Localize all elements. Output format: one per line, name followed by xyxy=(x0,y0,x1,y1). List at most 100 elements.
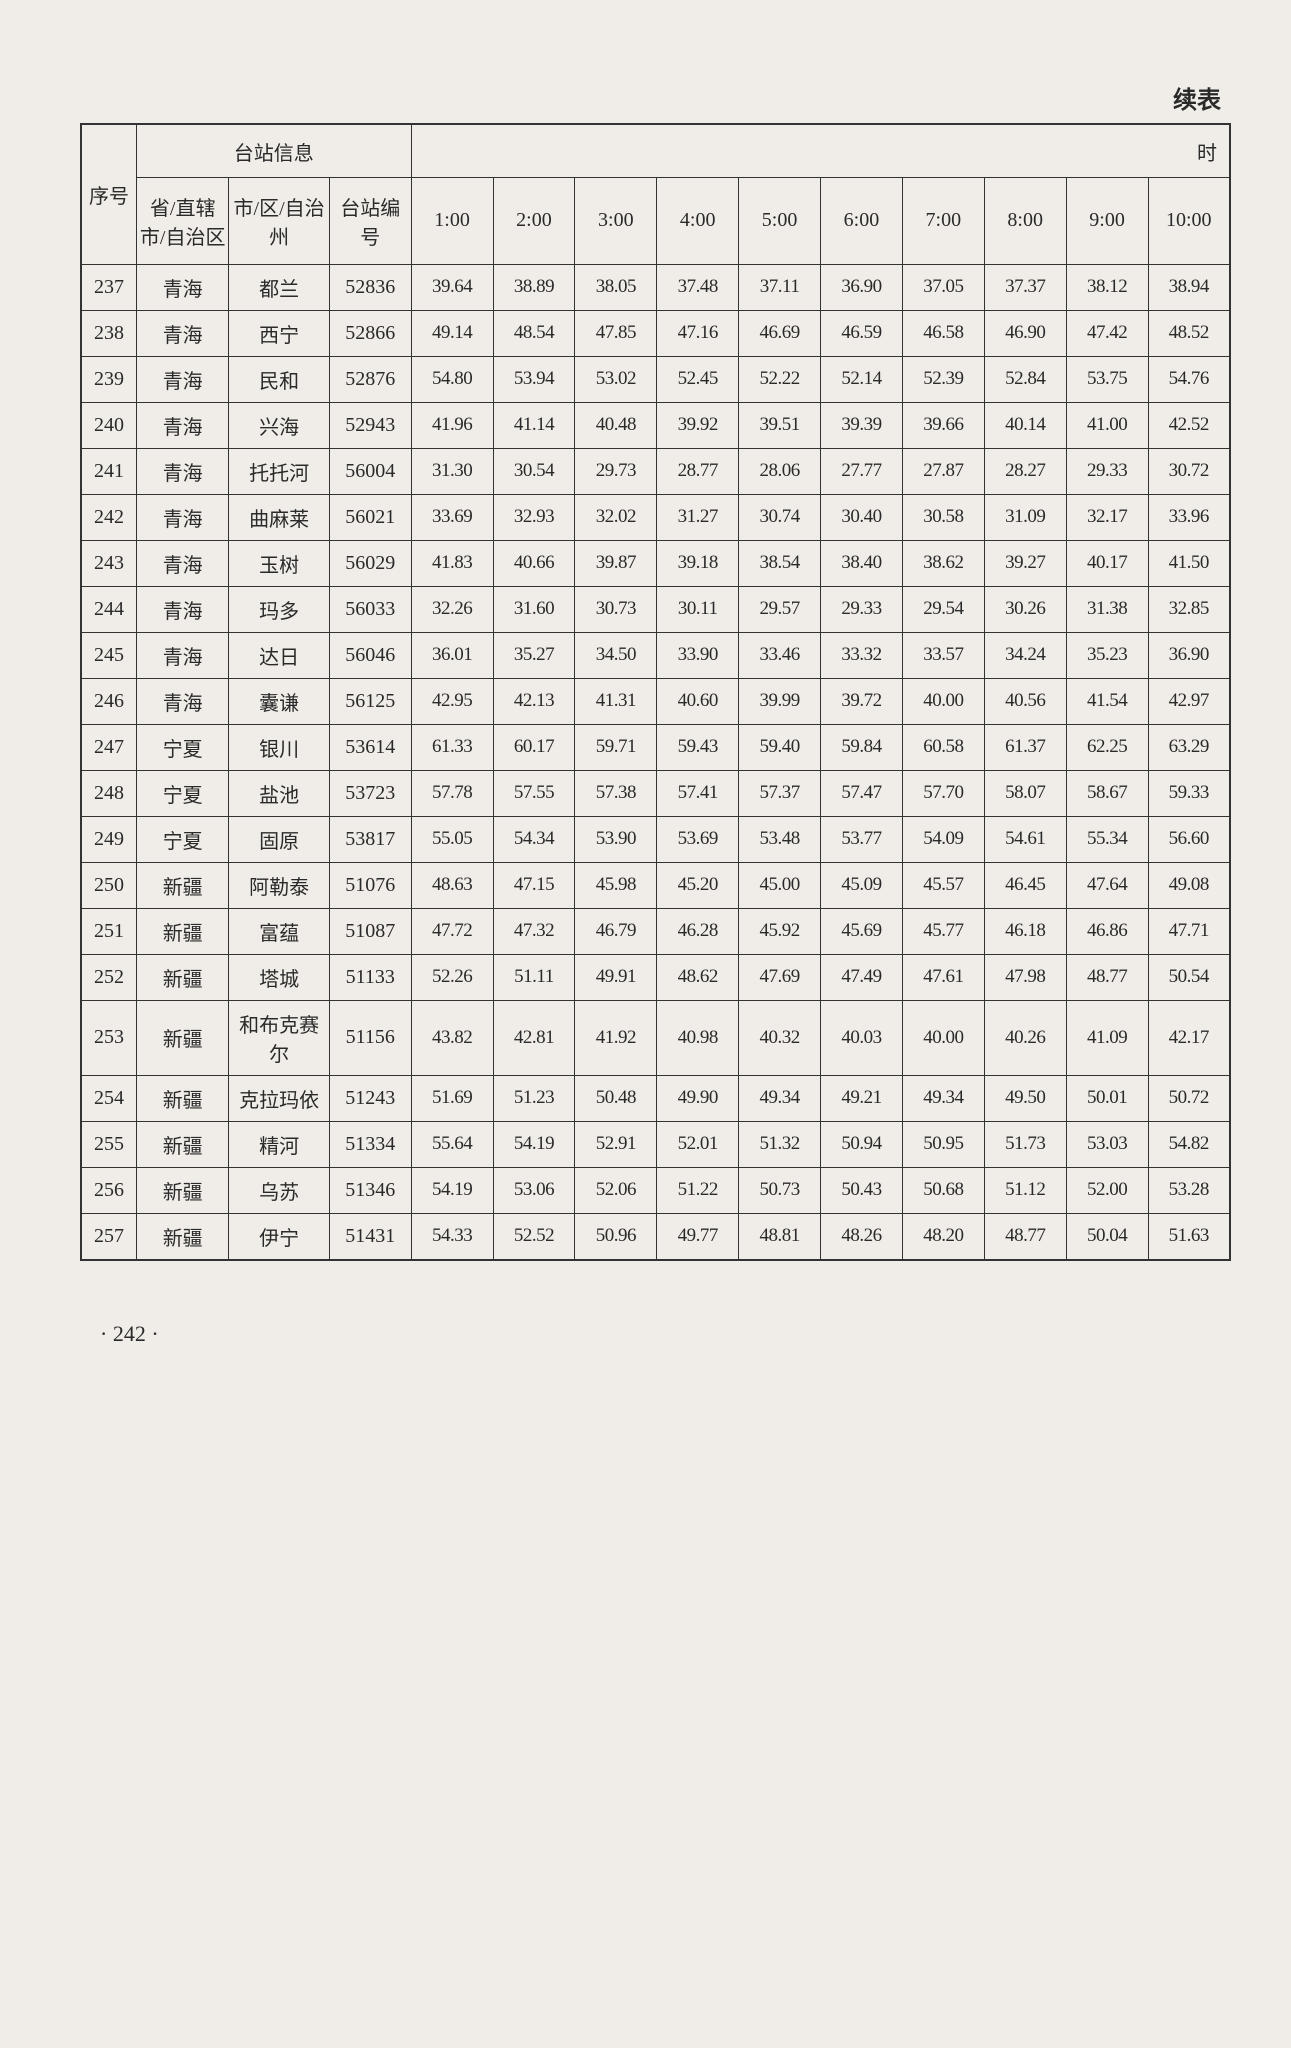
table-row: 246青海囊谦5612542.9542.1341.3140.6039.9939.… xyxy=(81,678,1230,724)
table-cell: 51.11 xyxy=(493,954,575,1000)
table-cell: 252 xyxy=(81,954,136,1000)
table-cell: 52943 xyxy=(329,402,411,448)
table-cell: 57.70 xyxy=(902,770,984,816)
table-cell: 青海 xyxy=(136,402,228,448)
table-cell: 27.87 xyxy=(902,448,984,494)
table-cell: 39.66 xyxy=(902,402,984,448)
table-cell: 45.09 xyxy=(821,862,903,908)
table-cell: 新疆 xyxy=(136,1000,228,1075)
table-cell: 42.52 xyxy=(1148,402,1230,448)
table-cell: 银川 xyxy=(229,724,329,770)
header-time-5: 6:00 xyxy=(821,178,903,264)
table-cell: 49.34 xyxy=(902,1075,984,1121)
table-cell: 45.98 xyxy=(575,862,657,908)
table-cell: 61.33 xyxy=(411,724,493,770)
table-cell: 37.05 xyxy=(902,264,984,310)
table-cell: 57.47 xyxy=(821,770,903,816)
table-cell: 青海 xyxy=(136,540,228,586)
table-cell: 56.60 xyxy=(1148,816,1230,862)
table-cell: 52.39 xyxy=(902,356,984,402)
table-cell: 30.73 xyxy=(575,586,657,632)
table-cell: 39.72 xyxy=(821,678,903,724)
table-cell: 51431 xyxy=(329,1213,411,1260)
table-cell: 54.82 xyxy=(1148,1121,1230,1167)
table-cell: 48.52 xyxy=(1148,310,1230,356)
table-cell: 237 xyxy=(81,264,136,310)
table-cell: 民和 xyxy=(229,356,329,402)
table-cell: 55.34 xyxy=(1066,816,1148,862)
table-cell: 32.93 xyxy=(493,494,575,540)
table-cell: 新疆 xyxy=(136,862,228,908)
header-time-1: 2:00 xyxy=(493,178,575,264)
table-cell: 45.57 xyxy=(902,862,984,908)
table-cell: 40.32 xyxy=(739,1000,821,1075)
table-cell: 51334 xyxy=(329,1121,411,1167)
table-row: 244青海玛多5603332.2631.6030.7330.1129.5729.… xyxy=(81,586,1230,632)
table-cell: 48.77 xyxy=(984,1213,1066,1260)
table-cell: 33.32 xyxy=(821,632,903,678)
table-cell: 51.63 xyxy=(1148,1213,1230,1260)
table-cell: 51.73 xyxy=(984,1121,1066,1167)
table-row: 255新疆精河5133455.6454.1952.9152.0151.3250.… xyxy=(81,1121,1230,1167)
table-cell: 46.28 xyxy=(657,908,739,954)
table-cell: 34.24 xyxy=(984,632,1066,678)
table-cell: 40.56 xyxy=(984,678,1066,724)
table-cell: 32.17 xyxy=(1066,494,1148,540)
table-cell: 253 xyxy=(81,1000,136,1075)
table-cell: 41.92 xyxy=(575,1000,657,1075)
table-cell: 54.19 xyxy=(493,1121,575,1167)
table-cell: 38.62 xyxy=(902,540,984,586)
table-cell: 42.13 xyxy=(493,678,575,724)
table-cell: 56029 xyxy=(329,540,411,586)
header-city: 市/区/自治州 xyxy=(229,178,329,264)
table-cell: 38.54 xyxy=(739,540,821,586)
table-cell: 50.43 xyxy=(821,1167,903,1213)
table-cell: 241 xyxy=(81,448,136,494)
table-cell: 29.33 xyxy=(821,586,903,632)
table-cell: 31.30 xyxy=(411,448,493,494)
table-cell: 玛多 xyxy=(229,586,329,632)
table-cell: 52836 xyxy=(329,264,411,310)
table-cell: 36.90 xyxy=(821,264,903,310)
table-cell: 41.96 xyxy=(411,402,493,448)
table-cell: 新疆 xyxy=(136,908,228,954)
table-cell: 49.34 xyxy=(739,1075,821,1121)
table-cell: 46.59 xyxy=(821,310,903,356)
table-cell: 52866 xyxy=(329,310,411,356)
table-cell: 28.27 xyxy=(984,448,1066,494)
table-cell: 57.55 xyxy=(493,770,575,816)
table-cell: 257 xyxy=(81,1213,136,1260)
header-time-7: 8:00 xyxy=(984,178,1066,264)
table-cell: 51.32 xyxy=(739,1121,821,1167)
table-cell: 39.27 xyxy=(984,540,1066,586)
table-cell: 51133 xyxy=(329,954,411,1000)
table-cell: 50.54 xyxy=(1148,954,1230,1000)
table-cell: 乌苏 xyxy=(229,1167,329,1213)
header-time-2: 3:00 xyxy=(575,178,657,264)
table-cell: 28.77 xyxy=(657,448,739,494)
table-cell: 29.57 xyxy=(739,586,821,632)
table-cell: 32.26 xyxy=(411,586,493,632)
table-cell: 48.62 xyxy=(657,954,739,1000)
table-row: 237青海都兰5283639.6438.8938.0537.4837.1136.… xyxy=(81,264,1230,310)
table-cell: 30.40 xyxy=(821,494,903,540)
table-cell: 42.97 xyxy=(1148,678,1230,724)
header-time-4: 5:00 xyxy=(739,178,821,264)
header-time-8: 9:00 xyxy=(1066,178,1148,264)
table-cell: 宁夏 xyxy=(136,816,228,862)
table-cell: 34.50 xyxy=(575,632,657,678)
table-cell: 47.85 xyxy=(575,310,657,356)
table-cell: 49.14 xyxy=(411,310,493,356)
header-time-0: 1:00 xyxy=(411,178,493,264)
table-cell: 50.73 xyxy=(739,1167,821,1213)
table-cell: 56125 xyxy=(329,678,411,724)
table-cell: 41.14 xyxy=(493,402,575,448)
table-cell: 49.77 xyxy=(657,1213,739,1260)
table-cell: 48.81 xyxy=(739,1213,821,1260)
table-cell: 囊谦 xyxy=(229,678,329,724)
table-cell: 41.31 xyxy=(575,678,657,724)
table-cell: 53.48 xyxy=(739,816,821,862)
table-cell: 54.19 xyxy=(411,1167,493,1213)
table-cell: 59.43 xyxy=(657,724,739,770)
table-row: 238青海西宁5286649.1448.5447.8547.1646.6946.… xyxy=(81,310,1230,356)
